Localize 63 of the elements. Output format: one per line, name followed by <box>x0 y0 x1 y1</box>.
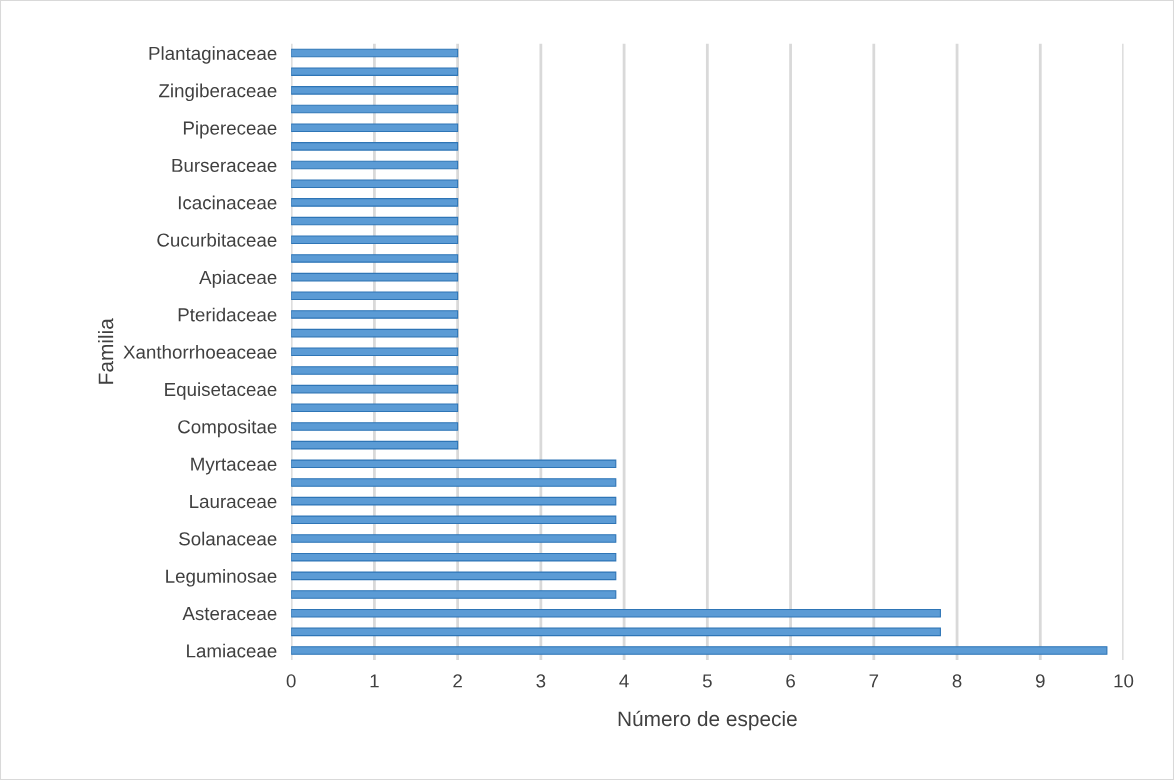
x-tick-label: 2 <box>453 674 462 688</box>
y-tick-label: Xanthorrhoeaceae <box>123 344 277 359</box>
bar <box>291 272 459 282</box>
bar <box>291 179 459 189</box>
bar <box>291 291 459 301</box>
y-tick-label: Apiaceae <box>199 270 277 288</box>
bar <box>291 123 459 132</box>
y-tick-label: Pipereceae <box>183 120 277 139</box>
bar <box>291 48 459 58</box>
bar <box>291 590 617 599</box>
bar <box>291 496 617 506</box>
bar <box>291 534 617 543</box>
bar <box>291 608 941 618</box>
x-tick-label: 3 <box>536 674 546 688</box>
y-tick-label: Pteridaceae <box>178 307 277 322</box>
bar <box>291 552 617 562</box>
bar <box>291 235 459 245</box>
x-tick-label: 10 <box>1114 674 1134 688</box>
bar <box>291 646 1108 655</box>
bar <box>291 459 617 469</box>
x-tick-label: 0 <box>286 674 296 688</box>
y-tick-label: Asteraceae <box>182 607 277 621</box>
y-tick-label: Lamiaceae <box>187 643 277 658</box>
y-tick-label: Burseraceae <box>172 158 277 173</box>
x-tick-label: 6 <box>786 674 795 688</box>
y-tick-label: Solanaceae <box>179 531 277 546</box>
bar <box>291 384 459 394</box>
y-tick-label: Zingiberaceae <box>159 83 277 102</box>
y-tick-label: Icacinaceae <box>178 195 277 210</box>
bar <box>291 160 459 170</box>
bar <box>291 216 459 226</box>
bar <box>291 478 617 487</box>
y-tick-label: Leguminosae <box>166 569 277 587</box>
y-tick-label: Myrtaceae <box>191 457 277 475</box>
bar <box>291 86 459 95</box>
y-tick-label: Compositae <box>178 419 277 438</box>
bar <box>291 254 459 263</box>
bar <box>291 366 459 375</box>
x-tick-label: 7 <box>869 674 879 688</box>
bar <box>291 104 459 114</box>
y-tick-label: Equisetaceae <box>165 382 277 400</box>
x-tick-label: 1 <box>370 674 379 688</box>
x-tick-label: 5 <box>702 674 712 688</box>
bar <box>291 515 617 525</box>
x-tick-label: 9 <box>1035 674 1045 688</box>
bar <box>291 403 459 413</box>
x-axis-title: Número de especie <box>618 710 797 731</box>
x-tick-label: 8 <box>952 674 962 688</box>
bar <box>291 347 459 357</box>
bar <box>291 67 459 76</box>
bar <box>291 422 459 431</box>
x-tick-label: 4 <box>619 674 629 688</box>
bar <box>291 198 459 207</box>
bar <box>291 571 617 581</box>
y-tick-label: Plantaginaceae <box>149 46 277 64</box>
bar <box>291 440 459 450</box>
y-tick-label: Cucurbitaceae <box>157 232 277 247</box>
y-axis-title: Familia <box>98 318 114 384</box>
y-tick-label: Lauraceae <box>190 495 277 509</box>
bar <box>291 627 941 637</box>
bar <box>291 328 459 338</box>
bar <box>291 142 459 151</box>
bar <box>291 310 459 319</box>
